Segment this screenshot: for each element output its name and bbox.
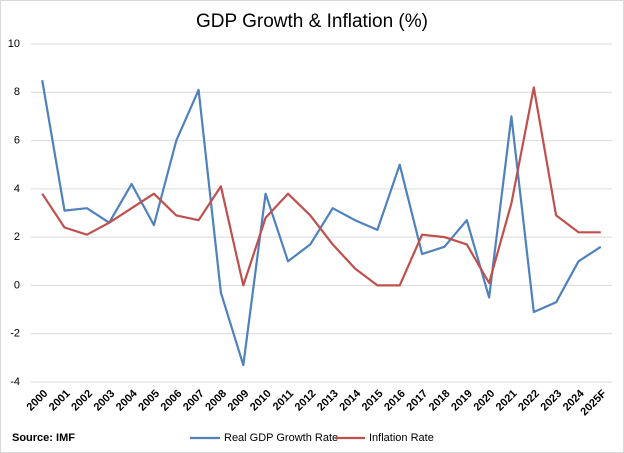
y-tick-label: 8 <box>14 86 20 98</box>
y-tick-label: 2 <box>14 231 20 243</box>
source-note: Source: IMF <box>12 432 75 444</box>
y-tick-label: -2 <box>10 328 20 340</box>
chart-title: GDP Growth & Inflation (%) <box>196 11 428 32</box>
y-tick-label: 6 <box>14 134 20 146</box>
y-tick-label: 4 <box>14 183 20 195</box>
legend-label: Real GDP Growth Rate <box>224 432 338 444</box>
series-line <box>41 80 602 367</box>
y-tick-label: 0 <box>14 279 20 291</box>
y-tick-label: 10 <box>8 38 20 50</box>
legend-label: Inflation Rate <box>369 432 434 444</box>
y-tick-label: -4 <box>10 376 20 388</box>
series-line <box>41 86 601 287</box>
